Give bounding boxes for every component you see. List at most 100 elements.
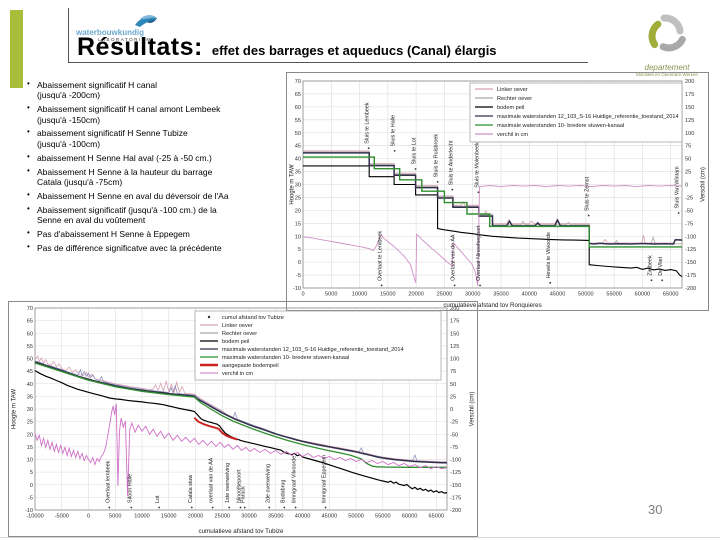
svg-text:-125: -125	[450, 470, 461, 476]
departement-line2: Mobiliteit en Openbare Werken	[636, 72, 698, 77]
svg-text:15000: 15000	[161, 514, 177, 520]
svg-text:Ninoofsepoort: Ninoofsepoort	[236, 469, 242, 503]
svg-text:35000: 35000	[493, 292, 509, 298]
title-row: Résultats: effet des barrages et aqueduc…	[77, 33, 497, 62]
svg-text:125: 125	[685, 118, 694, 124]
svg-text:5: 5	[298, 247, 301, 253]
bullet-item: Abaissement H Senne en aval du déversoir…	[26, 190, 282, 201]
svg-text:-5000: -5000	[55, 514, 69, 520]
svg-text:maximale waterstanden 12_103_S: maximale waterstanden 12_103_S-16 Huidig…	[222, 347, 404, 353]
canal-chart-svg: 0 5000 10000 15000 20000 25000 30000 35000 40000…	[290, 79, 707, 309]
header-vertical-rule	[68, 8, 69, 63]
svg-text:bodem peil: bodem peil	[497, 105, 524, 111]
svg-text:cumul afstand tov Tubize: cumul afstand tov Tubize	[222, 315, 284, 321]
svg-text:30: 30	[27, 407, 33, 413]
svg-text:65: 65	[27, 319, 33, 325]
bullet-item: Abaissement significatif (jusqu'à -100 c…	[26, 204, 282, 226]
footer-rule	[0, 537, 720, 538]
svg-text:55: 55	[27, 344, 33, 350]
svg-text:100: 100	[450, 357, 459, 363]
svg-text:40: 40	[295, 157, 301, 163]
svg-text:Sluis te Lembeek: Sluis te Lembeek	[365, 102, 371, 144]
bullet-item: Pas d'abaissement H Senne à Eppegem	[26, 228, 282, 239]
svg-text:Sluis te Halle: Sluis te Halle	[391, 115, 397, 146]
svg-text:Sluis Van Wintam: Sluis Van Wintam	[675, 166, 681, 209]
svg-text:Sluis te Lot: Sluis te Lot	[412, 137, 418, 164]
series-rechter-oever	[34, 360, 448, 463]
svg-text:-25: -25	[450, 420, 458, 426]
svg-text:70: 70	[27, 306, 33, 312]
bullet-item: Abaissement H Senne à la hauteur du barr…	[26, 166, 282, 188]
svg-text:125: 125	[450, 344, 459, 350]
series-verschil-cm	[34, 403, 448, 496]
svg-text:25: 25	[685, 170, 691, 176]
svg-text:75: 75	[450, 369, 456, 375]
accent-bar	[10, 10, 23, 88]
svg-text:Rechter oever: Rechter oever	[222, 331, 257, 337]
svg-text:maximale waterstanden 10- bred: maximale waterstanden 10- bredere stuwen…	[497, 123, 624, 129]
svg-text:40000: 40000	[521, 292, 537, 298]
svg-text:-150: -150	[450, 483, 461, 489]
series-bodem-peil	[34, 370, 448, 494]
svg-text:60000: 60000	[402, 514, 418, 520]
svg-text:maximale waterstanden 10- bred: maximale waterstanden 10- bredere stuwen…	[222, 355, 349, 361]
svg-text:50: 50	[295, 131, 301, 137]
svg-text:0: 0	[301, 292, 304, 298]
svg-text:65000: 65000	[663, 292, 679, 298]
svg-text:15: 15	[27, 445, 33, 451]
svg-text:Overlaat lembeek: Overlaat lembeek	[105, 460, 111, 503]
legend: cumul afstand tov Tubize Linker oever Rech…	[194, 310, 442, 381]
svg-text:45000: 45000	[322, 514, 338, 520]
svg-text:40: 40	[27, 382, 33, 388]
y2-axis-label: Verschil (cm)	[470, 392, 476, 427]
svg-text:-10000: -10000	[26, 514, 43, 520]
svg-text:Rechter oever: Rechter oever	[497, 96, 532, 102]
svg-text:-50: -50	[685, 208, 693, 214]
svg-text:Linker oever: Linker oever	[497, 87, 528, 93]
svg-text:-5: -5	[296, 273, 301, 279]
svg-text:30: 30	[295, 183, 301, 189]
series-verschil-cm	[302, 185, 683, 286]
series-group	[302, 150, 683, 286]
departement-logo: departement Mobiliteit en Openbare Werke…	[612, 12, 720, 77]
svg-text:1ste overwelving: 1ste overwelving	[225, 463, 231, 503]
svg-text:-200: -200	[450, 508, 461, 514]
page-number: 30	[648, 502, 663, 517]
header-horizontal-rule	[68, 62, 588, 63]
svg-text:Sluis te Molenbeek: Sluis te Molenbeek	[474, 142, 480, 188]
svg-text:45: 45	[295, 144, 301, 150]
svg-text:20: 20	[27, 432, 33, 438]
svg-text:35: 35	[295, 170, 301, 176]
series-bodem-peil	[303, 165, 683, 278]
svg-text:150: 150	[685, 105, 694, 111]
svg-text:35: 35	[27, 394, 33, 400]
logo-line1: waterbouwkundig	[76, 28, 144, 37]
bullet-item: Pas de différence significatve avec la p…	[26, 242, 282, 253]
svg-text:10: 10	[295, 234, 301, 240]
svg-text:-75: -75	[450, 445, 458, 451]
series-max-waterstanden-huidige	[34, 361, 447, 464]
series-max-waterstanden-bredere	[303, 156, 682, 248]
svg-text:55: 55	[295, 118, 301, 124]
svg-text:150: 150	[450, 331, 459, 337]
svg-text:100: 100	[685, 131, 694, 137]
svg-text:65: 65	[295, 92, 301, 98]
svg-text:60000: 60000	[635, 292, 651, 298]
svg-text:45: 45	[27, 369, 33, 375]
svg-text:0: 0	[30, 483, 33, 489]
svg-text:De Vliet: De Vliet	[658, 256, 664, 275]
svg-text:-50: -50	[450, 432, 458, 438]
svg-text:limnigraaf Eppegem: limnigraaf Eppegem	[322, 455, 328, 503]
svg-text:Sluis te Anderlecht: Sluis te Anderlecht	[448, 140, 454, 185]
svg-text:Hevels te Vilvoorde: Hevels te Vilvoorde	[546, 232, 552, 278]
svg-text:-75: -75	[685, 221, 693, 227]
svg-text:50: 50	[27, 357, 33, 363]
svg-text:60: 60	[295, 105, 301, 111]
y-axis-label: Hoogte m TAW	[12, 389, 18, 430]
svg-text:bodem peil: bodem peil	[222, 339, 249, 345]
svg-text:35000: 35000	[268, 514, 284, 520]
bullet-item: abaissement H Senne Hal aval (-25 à -50 …	[26, 152, 282, 163]
svg-text:overlaat van de AA: overlaat van de AA	[209, 457, 215, 503]
y-axis-label: Hoogte m TAW	[290, 164, 296, 205]
